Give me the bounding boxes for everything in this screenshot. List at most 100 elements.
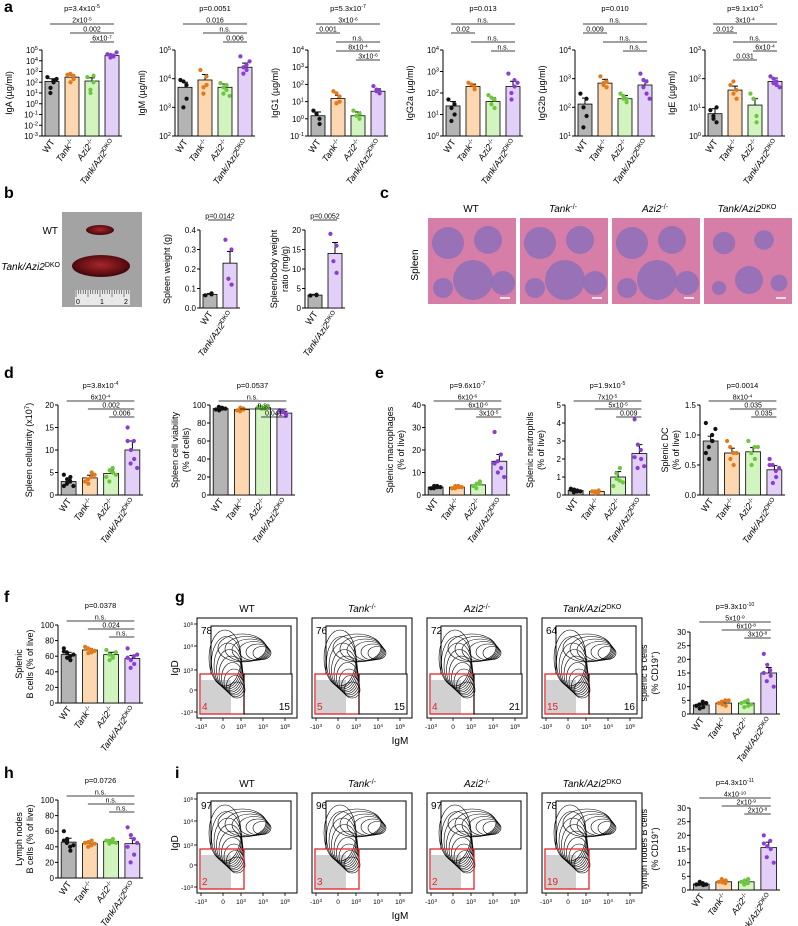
data-point bbox=[502, 474, 507, 480]
data-point bbox=[61, 829, 66, 834]
data-point bbox=[229, 282, 234, 287]
bracket-label-base: 6x10 bbox=[468, 403, 483, 410]
igd-gate-value: 78 bbox=[546, 801, 558, 812]
x-tick-label: -103 bbox=[540, 898, 552, 907]
bracket-label: 6x10-8 bbox=[736, 622, 756, 631]
y-tick-base: 10 bbox=[292, 63, 301, 72]
bracket-label-text: n.s. bbox=[609, 18, 620, 25]
data-point bbox=[104, 647, 109, 653]
y-tick-label: 101 bbox=[689, 103, 701, 112]
bracket-label: 0.02 bbox=[456, 27, 470, 34]
data-point bbox=[371, 83, 376, 89]
data-point bbox=[765, 844, 770, 849]
bracket-label-exp: -10 bbox=[739, 790, 746, 796]
y-tick-base: 10 bbox=[427, 111, 436, 120]
panel-letter-a: a bbox=[4, 0, 13, 16]
data-point bbox=[280, 409, 285, 414]
data-point bbox=[635, 465, 640, 471]
follicle bbox=[712, 281, 726, 295]
x-tick-label-part-1: 3 bbox=[358, 723, 361, 728]
x-tick-label: WT bbox=[703, 137, 720, 155]
data-point bbox=[71, 483, 76, 489]
dko-photo-label-part-0: Tank/Azi2 bbox=[1, 262, 45, 273]
bracket-label-text: 0.016 bbox=[206, 18, 224, 25]
bracket-label-base: 6x10 bbox=[755, 45, 770, 52]
y-tick-label: 0.3 bbox=[185, 246, 197, 255]
density-contour bbox=[573, 856, 591, 874]
bracket-label-text: 0.035 bbox=[744, 403, 762, 410]
data-point bbox=[509, 97, 514, 102]
y-tick-label: 103 bbox=[689, 46, 701, 55]
switched-gate-value: 19 bbox=[547, 877, 559, 888]
x-tick-label-part-1: 3 bbox=[549, 898, 552, 903]
x-tick-label-part-1: 3 bbox=[588, 723, 591, 728]
x-tick-label-part-0: WT bbox=[699, 496, 716, 514]
y-axis-label-2: (% of live) bbox=[671, 430, 681, 470]
p-value-base: p=4.3x10 bbox=[716, 778, 747, 787]
y-tick-base: 10 bbox=[292, 98, 301, 107]
data-point bbox=[641, 77, 646, 83]
p-value-base: p=9.3x10 bbox=[716, 602, 747, 611]
p-value-exp: -5 bbox=[95, 4, 100, 10]
bracket-label: p=0.0142 bbox=[205, 214, 234, 221]
data-point bbox=[131, 836, 136, 842]
data-point bbox=[128, 833, 133, 838]
y-tick-label: 10 bbox=[412, 469, 421, 478]
density-contour bbox=[228, 681, 246, 699]
y-tick-label: 105 bbox=[159, 46, 171, 55]
switched-gate-value: 4 bbox=[432, 702, 438, 713]
follicle bbox=[616, 227, 648, 259]
data-point bbox=[777, 465, 782, 471]
x-tick-label: WT bbox=[198, 309, 215, 327]
density-contour bbox=[576, 813, 614, 837]
density-contour bbox=[454, 636, 498, 662]
y-tick-label-part-0: 10 bbox=[183, 843, 191, 850]
density-contour bbox=[482, 821, 502, 835]
chart-splenicbcells: 0 20 40 60 80 100 Splenic B cells (% of live) WT… bbox=[14, 601, 143, 753]
bracket-label: n.s. bbox=[219, 27, 230, 34]
data-point bbox=[774, 82, 779, 88]
data-point bbox=[334, 91, 339, 96]
y-tick-label: 60 bbox=[45, 827, 54, 836]
data-point bbox=[308, 293, 313, 298]
p-value: p=4.3x10-11 bbox=[716, 778, 754, 787]
y-tick-label: 0 bbox=[557, 491, 562, 500]
y-tick-label: 103 bbox=[559, 75, 571, 84]
x-tick-label: 103 bbox=[466, 898, 476, 907]
data-point bbox=[125, 825, 130, 830]
x-tick-label: -103 bbox=[425, 723, 437, 732]
y-tick-label: 10 bbox=[677, 859, 686, 868]
x-tick-label-part-0: -10 bbox=[425, 724, 435, 731]
density-contour bbox=[360, 818, 386, 836]
data-point bbox=[704, 882, 709, 887]
x-tick-label: -103 bbox=[425, 898, 437, 907]
igm-gate bbox=[473, 673, 523, 715]
y-tick-label: 0 bbox=[202, 491, 207, 500]
flow-x-label: IgM bbox=[392, 911, 409, 922]
density-contour bbox=[576, 638, 614, 662]
data-point bbox=[593, 491, 598, 496]
y-tick-label: 10-1 bbox=[290, 132, 304, 141]
histo-title: Tank-/- bbox=[549, 204, 578, 216]
p-value-base: p=3.4x10 bbox=[64, 4, 95, 13]
data-point bbox=[256, 404, 261, 409]
flow-title: Azi2-/- bbox=[463, 779, 491, 791]
bracket-label: n.s. bbox=[95, 615, 106, 622]
flow-title: Tank-/- bbox=[348, 779, 377, 791]
density-contour bbox=[224, 636, 268, 662]
y-tick-label: 102 bbox=[427, 89, 439, 98]
y-tick-exp: 2 bbox=[35, 78, 38, 84]
y-tick-label: 15 bbox=[677, 669, 686, 678]
y-tick-label: 0.0 bbox=[685, 491, 697, 500]
data-point bbox=[632, 455, 637, 460]
data-point bbox=[83, 840, 88, 846]
x-tick-label-part-0: 10 bbox=[395, 724, 403, 731]
y-tick-label-part-1: 3 bbox=[190, 884, 193, 889]
x-tick-label-part-1: -/- bbox=[198, 137, 207, 146]
flow-title-part-0: Tank/Azi2 bbox=[563, 779, 607, 790]
x-tick-label: Tank-/- bbox=[71, 704, 94, 731]
x-tick-label-part-1: DKO bbox=[501, 137, 515, 152]
y-axis-label: Spleen weight (g) bbox=[162, 234, 172, 304]
y-tick-label: 105 bbox=[26, 46, 38, 55]
